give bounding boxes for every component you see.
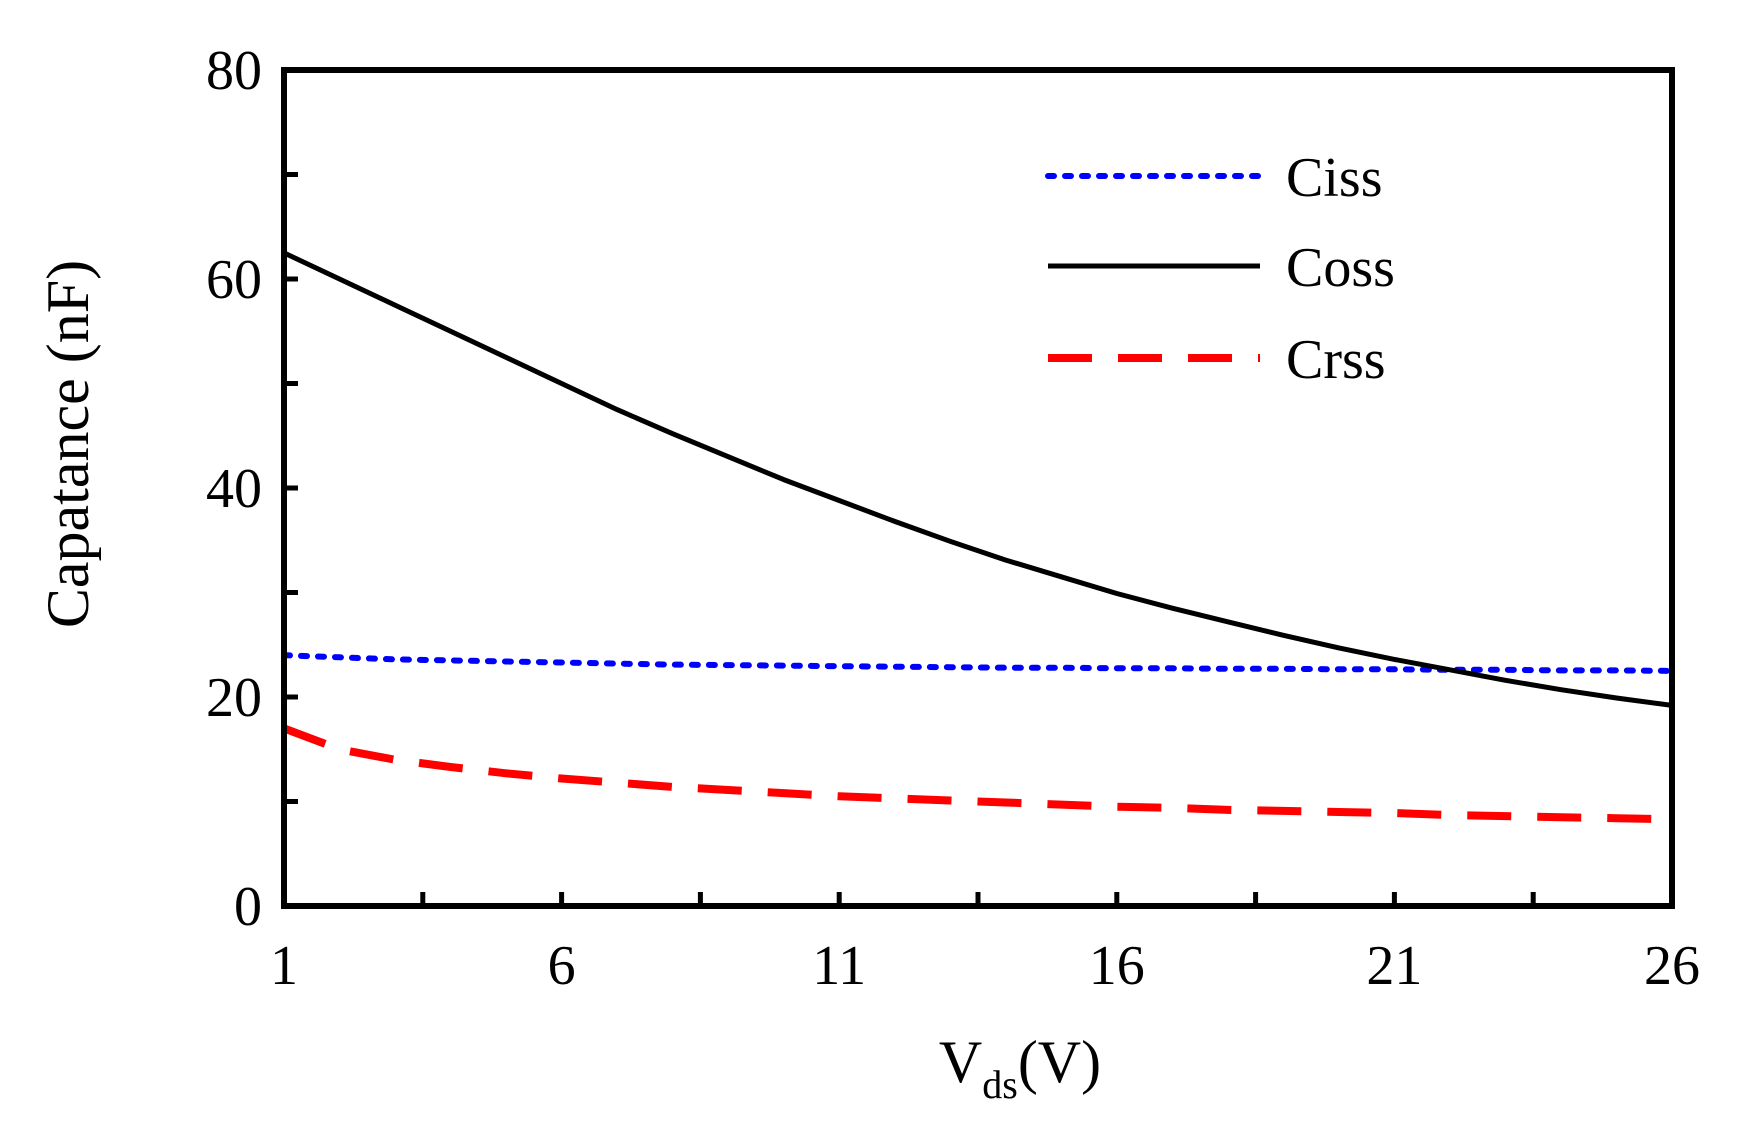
series-layer (281, 250, 1675, 824)
x-axis-title-subscript: ds (982, 1062, 1018, 1107)
x-tick-label: 21 (1366, 935, 1422, 997)
y-axis-title: Capatance (nF) (35, 260, 101, 628)
y-tick-label: 20 (206, 667, 262, 729)
x-tick-label: 11 (812, 935, 866, 997)
x-axis-title: Vds(V) (939, 1029, 1101, 1107)
x-tick-label: 26 (1644, 935, 1700, 997)
x-axis-title-unit: (V) (1018, 1029, 1101, 1095)
y-tick-label: 60 (206, 249, 262, 311)
x-tick-label: 6 (548, 935, 576, 997)
x-axis-title-main: V (939, 1029, 982, 1095)
series-line-coss (282, 250, 1673, 708)
series-line-crss (282, 724, 1673, 824)
y-tick-label: 40 (206, 458, 262, 520)
y-tick-labels: 0 20 40 60 80 (206, 40, 262, 938)
plot-area (281, 67, 1675, 909)
x-tick-label: 1 (270, 935, 298, 997)
y-tick-label: 80 (206, 40, 262, 102)
series-line-ciss (281, 652, 1675, 674)
legend-label-crss: Crss (1286, 329, 1386, 391)
legend-label-ciss: Ciss (1286, 147, 1383, 209)
plot-frame (281, 67, 1675, 909)
x-tick-labels: 1 6 11 16 21 26 (270, 935, 1700, 997)
legend: Ciss Coss Crss (1045, 147, 1395, 391)
ticks-layer (284, 172, 1536, 906)
x-tick-label: 16 (1089, 935, 1145, 997)
legend-label-coss: Coss (1286, 237, 1395, 299)
y-tick-label: 0 (234, 876, 262, 938)
